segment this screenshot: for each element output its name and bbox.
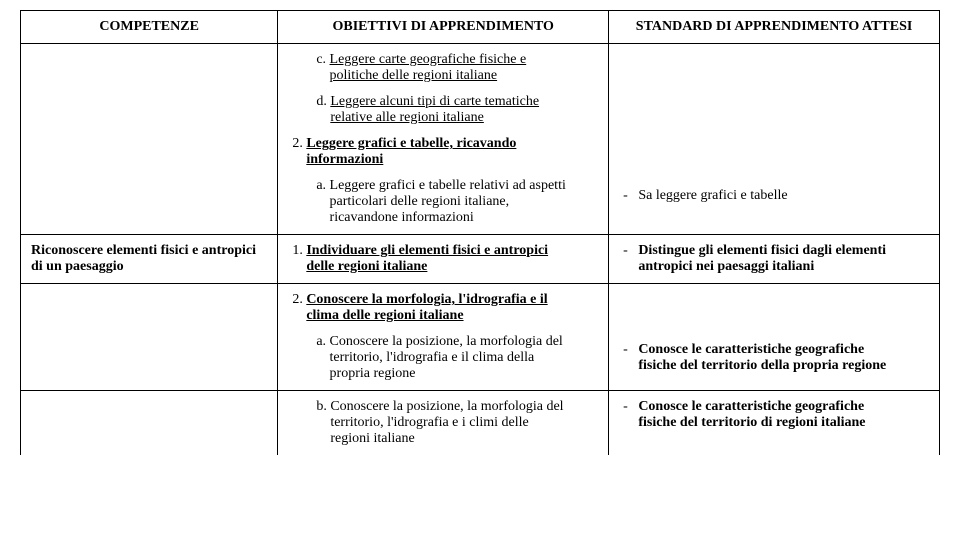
table-row: Riconoscere elementi fisici e antropici …	[21, 235, 940, 284]
cell-competenze-1	[21, 44, 278, 235]
obj-text: Conoscere la posizione, la morfologia de…	[330, 334, 563, 349]
obj-text: Leggere alcuni tipi di carte tematiche	[330, 94, 539, 109]
obj-text: relative alle regioni italiane	[330, 110, 484, 125]
obj-letter: d.	[316, 94, 327, 109]
std-text: fisiche del territorio della propria reg…	[638, 358, 886, 373]
section-title: informazioni	[306, 152, 383, 167]
std-text: antropici nei paesaggi italiani	[638, 259, 814, 274]
cell-standard-3a: - Conosce le caratteristiche geografiche…	[609, 284, 940, 391]
header-obiettivi: OBIETTIVI DI APPRENDIMENTO	[278, 11, 609, 44]
section-number: 2.	[292, 292, 303, 307]
table-row: c. Leggere carte geografiche fisiche e c…	[21, 44, 940, 235]
obj-text: territorio, l'idrografia e i climi delle	[330, 415, 528, 430]
section-title: clima delle regioni italiane	[306, 308, 463, 323]
obj-text: particolari delle regioni italiane,	[330, 194, 510, 209]
table-header-row: COMPETENZE OBIETTIVI DI APPRENDIMENTO ST…	[21, 11, 940, 44]
obj-text: ricavandone informazioni	[330, 210, 474, 225]
curriculum-table: COMPETENZE OBIETTIVI DI APPRENDIMENTO ST…	[20, 10, 940, 455]
obj-letter: b.	[316, 399, 327, 414]
obj-letter: a.	[316, 334, 326, 349]
cell-standard-3b: - Conosce le caratteristiche geografiche…	[609, 391, 940, 456]
section-title: Leggere grafici e tabelle, ricavando	[306, 136, 516, 151]
header-competenze: COMPETENZE	[21, 11, 278, 44]
cell-competenze-3	[21, 284, 278, 391]
section-number: 1.	[292, 243, 303, 258]
header-standard: STANDARD DI APPRENDIMENTO ATTESI	[609, 11, 940, 44]
cell-competenze-2: Riconoscere elementi fisici e antropici …	[21, 235, 278, 284]
obj-text: politiche delle regioni italiane	[330, 68, 498, 83]
cell-obiettivi-2: 1. Individuare gli elementi fisici e ant…	[278, 235, 609, 284]
std-dash: -	[623, 342, 628, 357]
std-text: Distingue gli elementi fisici dagli elem…	[638, 243, 886, 258]
section-number: 2.	[292, 136, 303, 151]
obj-text: Leggere grafici e tabelle relativi ad as…	[330, 178, 566, 193]
competenza-title: Riconoscere elementi fisici e antropici …	[31, 243, 267, 275]
cell-obiettivi-1: c. Leggere carte geografiche fisiche e c…	[278, 44, 609, 235]
std-text: Conosce le caratteristiche geografiche	[638, 399, 864, 414]
table-row: b. Conoscere la posizione, la morfologia…	[21, 391, 940, 456]
cell-obiettivi-3a: 2. Conoscere la morfologia, l'idrografia…	[278, 284, 609, 391]
cell-standard-2: - Distingue gli elementi fisici dagli el…	[609, 235, 940, 284]
std-text: fisiche del territorio di regioni italia…	[638, 415, 865, 430]
obj-text: territorio, l'idrografia e il clima dell…	[330, 350, 535, 365]
std-text: Conosce le caratteristiche geografiche	[638, 342, 864, 357]
obj-text: Conoscere la posizione, la morfologia de…	[330, 399, 563, 414]
cell-competenze-4	[21, 391, 278, 456]
cell-standard-1: - Sa leggere grafici e tabelle	[609, 44, 940, 235]
section-title: delle regioni italiane	[306, 259, 427, 274]
obj-text: Leggere carte geografiche fisiche e	[330, 52, 527, 67]
section-title: Conoscere la morfologia, l'idrografia e …	[306, 292, 547, 307]
std-dash: -	[623, 188, 628, 203]
obj-text: propria regione	[330, 366, 416, 381]
obj-letter: c.	[316, 52, 326, 67]
cell-obiettivi-3b: b. Conoscere la posizione, la morfologia…	[278, 391, 609, 456]
section-title: Individuare gli elementi fisici e antrop…	[306, 243, 548, 258]
obj-text: regioni italiane	[330, 431, 414, 446]
std-text: Sa leggere grafici e tabelle	[638, 188, 787, 203]
table-row: 2. Conoscere la morfologia, l'idrografia…	[21, 284, 940, 391]
std-dash: -	[623, 243, 628, 258]
obj-letter: a.	[316, 178, 326, 193]
std-dash: -	[623, 399, 628, 414]
